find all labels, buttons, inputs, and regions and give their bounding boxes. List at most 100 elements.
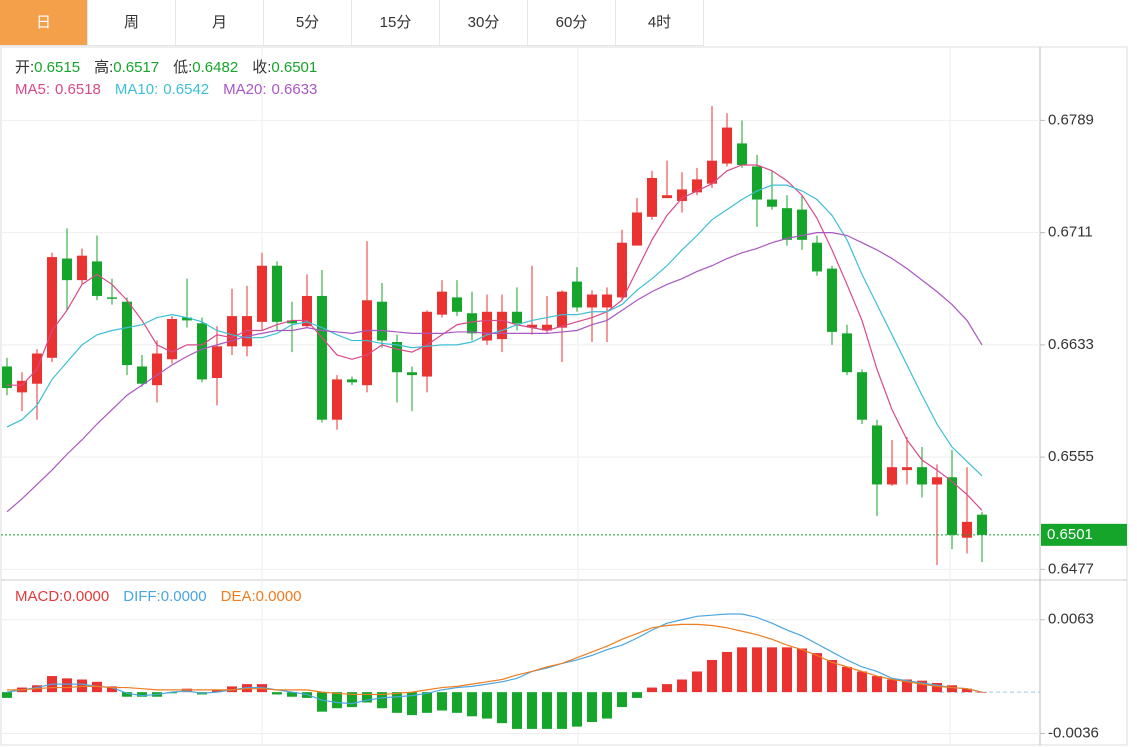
macd-bar xyxy=(737,647,747,693)
macd-bar xyxy=(377,692,387,709)
macd-bar xyxy=(2,692,12,698)
macd-bar xyxy=(422,692,432,713)
candle-body xyxy=(872,425,882,485)
macd-bar xyxy=(662,684,672,693)
macd-bar xyxy=(887,679,897,693)
macd-bar xyxy=(707,659,717,693)
candle-body xyxy=(977,514,987,535)
ohlc-value: 0.6517 xyxy=(113,59,159,76)
ma-name: MA20: xyxy=(223,81,266,98)
macd-line xyxy=(6,613,983,705)
macd-bar xyxy=(587,692,597,723)
macd-bar xyxy=(287,692,297,697)
tab[interactable]: 15分 xyxy=(352,0,440,45)
macd-bar xyxy=(437,692,447,711)
candle-body xyxy=(677,189,687,201)
candle-body xyxy=(302,295,312,327)
macd-bar xyxy=(497,692,507,724)
macd-value: 0.0000 xyxy=(63,588,109,605)
ma-name: MA10: xyxy=(115,81,158,98)
macd-bar xyxy=(542,692,552,729)
candle-body xyxy=(902,467,912,471)
tab[interactable]: 30分 xyxy=(440,0,528,45)
ohlc-name: 高: xyxy=(94,59,113,76)
macd-bar xyxy=(842,666,852,693)
macd-bar xyxy=(767,647,777,693)
last-price-box xyxy=(1041,523,1127,546)
candle-body xyxy=(437,291,447,315)
macd-bar xyxy=(872,676,882,693)
macd-bar xyxy=(62,678,72,693)
tab[interactable]: 周 xyxy=(88,0,176,45)
candle-body xyxy=(407,372,417,376)
candle-body xyxy=(542,324,552,331)
y-tick-label: 0.0063 xyxy=(1048,611,1094,628)
macd-bar xyxy=(617,692,627,708)
y-tick-label: -0.0036 xyxy=(1048,724,1099,741)
candle-body xyxy=(932,477,942,485)
candle-body xyxy=(92,261,102,296)
ohlc-value: 0.6515 xyxy=(34,59,80,76)
candle-body xyxy=(752,166,762,200)
tab[interactable]: 5分 xyxy=(264,0,352,45)
macd-bar xyxy=(932,682,942,693)
macd-bar xyxy=(332,692,342,709)
y-tick-label: 0.6633 xyxy=(1048,336,1094,353)
tab[interactable]: 月 xyxy=(176,0,264,45)
candle-body xyxy=(62,258,72,281)
candle-body xyxy=(962,521,972,538)
tab[interactable]: 60分 xyxy=(528,0,616,45)
candle-body xyxy=(47,257,57,358)
tab[interactable]: 日 xyxy=(0,0,88,45)
candle-body xyxy=(242,316,252,347)
macd-bar xyxy=(632,692,642,698)
macd-name: MACD: xyxy=(15,588,63,605)
macd-bar xyxy=(797,648,807,693)
candle-body xyxy=(377,301,387,341)
candle-body xyxy=(212,346,222,378)
candle-body xyxy=(482,311,492,341)
macd-bar xyxy=(347,692,357,708)
candle-body xyxy=(512,311,522,324)
ohlc-value: 0.6501 xyxy=(271,59,317,76)
candle-body xyxy=(707,160,717,184)
candle-body xyxy=(227,316,237,347)
ma-readout: MA5: 0.6518 MA10: 0.6542 MA20: 0.6633 xyxy=(15,81,317,98)
y-tick-label: 0.6789 xyxy=(1048,111,1094,128)
candle-body xyxy=(332,379,342,420)
candle-body xyxy=(452,297,462,312)
macd-bar xyxy=(647,687,657,693)
candle-body xyxy=(617,242,627,298)
candle-body xyxy=(2,366,12,389)
candle-body xyxy=(602,294,612,308)
candle-body xyxy=(572,281,582,308)
ma-line xyxy=(6,184,983,477)
macd-value: 0.0000 xyxy=(161,588,207,605)
candle-body xyxy=(17,380,27,393)
macd-bar xyxy=(512,692,522,729)
macd-bar xyxy=(572,692,582,727)
candle-body xyxy=(527,324,537,328)
macd-bar xyxy=(407,692,417,716)
candle-body xyxy=(782,208,792,240)
ohlc-value: 0.6482 xyxy=(192,59,238,76)
candle-body xyxy=(122,301,132,366)
y-tick-label: 0.6555 xyxy=(1048,448,1094,465)
last-price-label: 0.6501 xyxy=(1047,526,1093,543)
macd-bar xyxy=(677,679,687,693)
ma-name: MA5: xyxy=(15,81,50,98)
candle-body xyxy=(662,195,672,199)
candle-body xyxy=(317,295,327,420)
ma-value: 0.6633 xyxy=(272,81,318,98)
candle-body xyxy=(767,199,777,207)
tab[interactable]: 4时 xyxy=(616,0,704,45)
candle-body xyxy=(887,467,897,485)
y-tick-label: 0.6711 xyxy=(1048,224,1093,241)
y-tick-label: 0.6477 xyxy=(1048,560,1094,577)
candle-body xyxy=(647,177,657,217)
ohlc-name: 开: xyxy=(15,59,34,76)
ohlc-name: 收: xyxy=(252,59,271,76)
candle-body xyxy=(797,209,807,240)
